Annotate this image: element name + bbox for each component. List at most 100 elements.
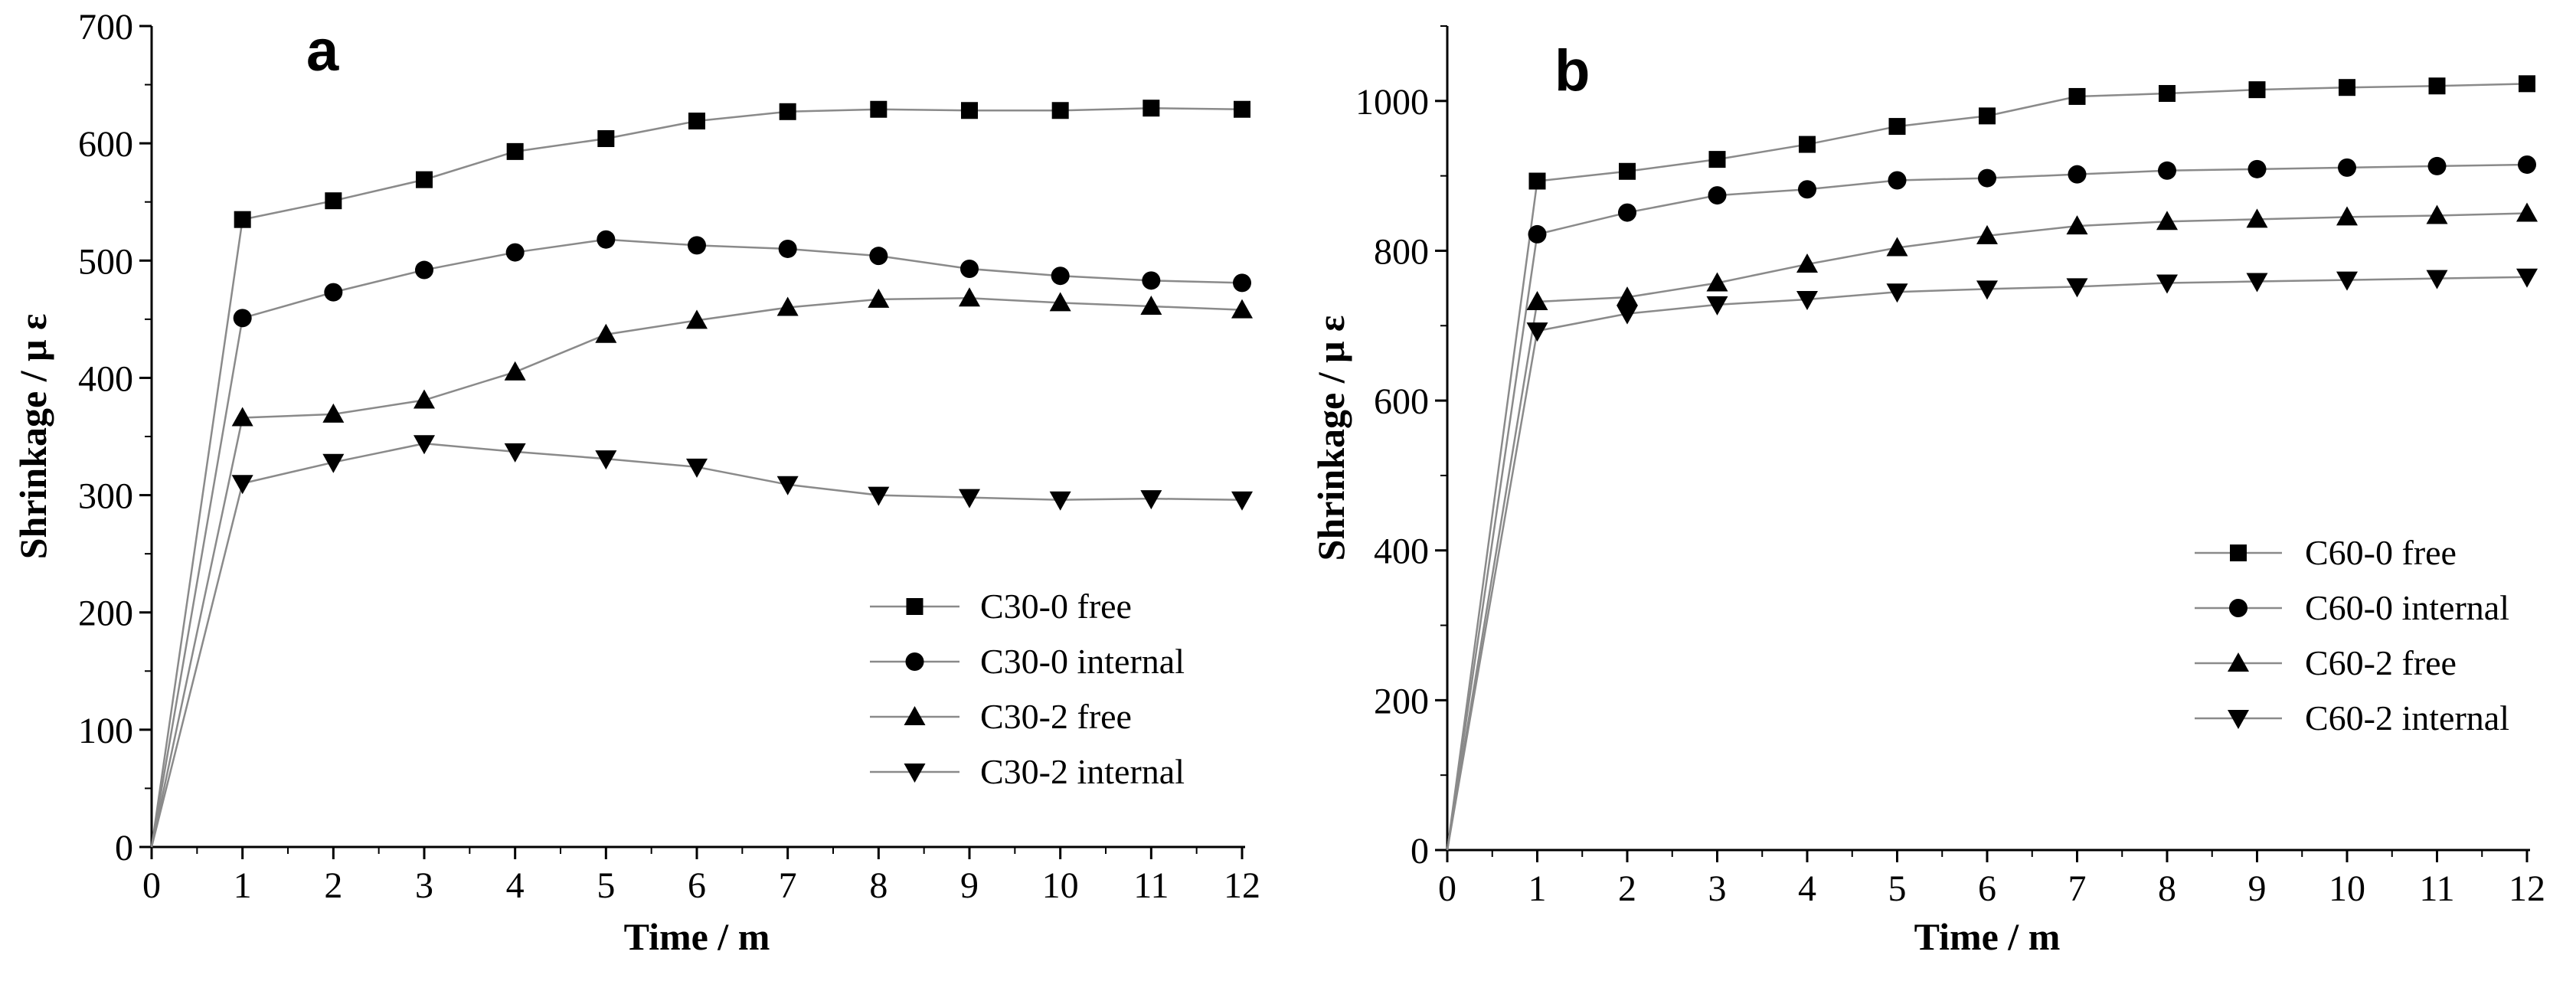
- data-point: [2246, 273, 2268, 293]
- x-tick-label: 6: [688, 865, 706, 906]
- data-point: [414, 435, 435, 455]
- series-1: [1446, 75, 2535, 851]
- data-point: [776, 296, 799, 316]
- data-point: [870, 100, 888, 118]
- data-point: [1526, 322, 1548, 342]
- data-point: [595, 323, 617, 343]
- x-tick-label: 2: [1618, 868, 1636, 909]
- data-point: [2518, 155, 2536, 174]
- legend-marker: [2228, 652, 2249, 672]
- data-point: [1708, 151, 1726, 168]
- x-tick-label: 1: [234, 865, 252, 906]
- y-tick-label: 700: [78, 7, 133, 47]
- data-point: [1799, 136, 1816, 153]
- x-tick-label: 8: [869, 865, 888, 906]
- data-point: [1617, 286, 1638, 306]
- data-point: [1888, 171, 1907, 190]
- data-point: [1231, 299, 1253, 319]
- legend-entry: C30-2 free: [870, 697, 1132, 736]
- data-point: [2336, 271, 2358, 291]
- legend-label: C60-0 internal: [2305, 588, 2509, 627]
- data-point: [960, 260, 979, 279]
- data-point: [1528, 224, 1547, 244]
- panel-label: a: [306, 18, 339, 83]
- x-tick-label: 11: [1133, 865, 1169, 906]
- y-tick-label: 400: [78, 358, 133, 399]
- x-axis-title: Time / m: [624, 915, 770, 958]
- data-point: [416, 171, 433, 188]
- data-point: [868, 288, 890, 308]
- x-tick-label: 2: [324, 865, 342, 906]
- data-point: [1976, 224, 1998, 244]
- legend-label: C60-2 free: [2305, 643, 2457, 682]
- data-point: [231, 475, 253, 495]
- data-point: [414, 389, 435, 409]
- data-point: [1526, 290, 1548, 310]
- data-point: [2516, 202, 2538, 222]
- data-point: [2159, 85, 2176, 103]
- data-point: [686, 309, 708, 329]
- y-tick-label: 200: [1374, 681, 1429, 721]
- data-point: [1234, 100, 1250, 118]
- legend-marker: [906, 598, 924, 615]
- legend-entry: C60-0 internal: [2195, 588, 2509, 627]
- x-tick-label: 8: [2158, 868, 2176, 909]
- data-point: [1231, 491, 1253, 511]
- data-point: [1051, 267, 1070, 286]
- data-point: [2336, 206, 2358, 226]
- y-tick-label: 0: [115, 828, 133, 868]
- data-point: [1618, 203, 1636, 222]
- chart-panel-a: 0 1 2 3 4 5 6 7 8 9 10 11 120100200300400500600700Ti…: [11, 7, 1260, 958]
- series-3: [1446, 202, 2538, 851]
- data-point: [869, 247, 888, 266]
- data-point: [1886, 283, 1908, 303]
- legend-marker: [2229, 599, 2247, 617]
- data-point: [2519, 75, 2535, 93]
- legend-entry: C60-2 free: [2195, 643, 2457, 682]
- data-point: [325, 192, 342, 210]
- data-point: [322, 403, 345, 423]
- data-point: [1143, 100, 1160, 117]
- x-tick-label: 5: [1888, 868, 1907, 909]
- x-tick-label: 6: [1978, 868, 1996, 909]
- data-point: [2339, 79, 2355, 96]
- y-tick-label: 0: [1411, 831, 1429, 871]
- x-tick-label: 9: [960, 865, 979, 906]
- data-point: [1888, 118, 1906, 136]
- data-point: [779, 103, 796, 120]
- series-4: [1446, 268, 2538, 851]
- data-point: [2066, 278, 2088, 298]
- data-point: [1708, 186, 1727, 205]
- data-point: [2426, 204, 2448, 224]
- data-point: [1140, 490, 1162, 510]
- data-point: [415, 260, 433, 280]
- data-point: [595, 450, 617, 470]
- y-tick-label: 200: [78, 594, 133, 634]
- data-point: [868, 486, 890, 506]
- data-point: [1617, 305, 1638, 325]
- data-point: [2427, 156, 2447, 175]
- data-point: [1978, 168, 1996, 188]
- legend-label: C30-2 free: [980, 697, 1132, 736]
- data-point: [1706, 296, 1728, 316]
- data-point: [2426, 270, 2448, 289]
- x-tick-label: 10: [1042, 865, 1079, 906]
- data-point: [1796, 291, 1818, 311]
- series-1: [150, 100, 1250, 848]
- data-point: [234, 211, 251, 228]
- data-point: [1049, 292, 1071, 312]
- data-point: [1233, 273, 1251, 293]
- legend-entry: C30-2 internal: [870, 752, 1185, 791]
- x-tick-label: 3: [415, 865, 433, 906]
- x-tick-label: 10: [2329, 868, 2365, 909]
- panel-label: b: [1554, 38, 1590, 103]
- data-point: [2246, 208, 2268, 228]
- legend-marker: [2228, 710, 2249, 729]
- series-2: [150, 230, 1251, 848]
- data-point: [1976, 280, 1998, 300]
- data-point: [233, 309, 252, 328]
- data-point: [1140, 296, 1162, 316]
